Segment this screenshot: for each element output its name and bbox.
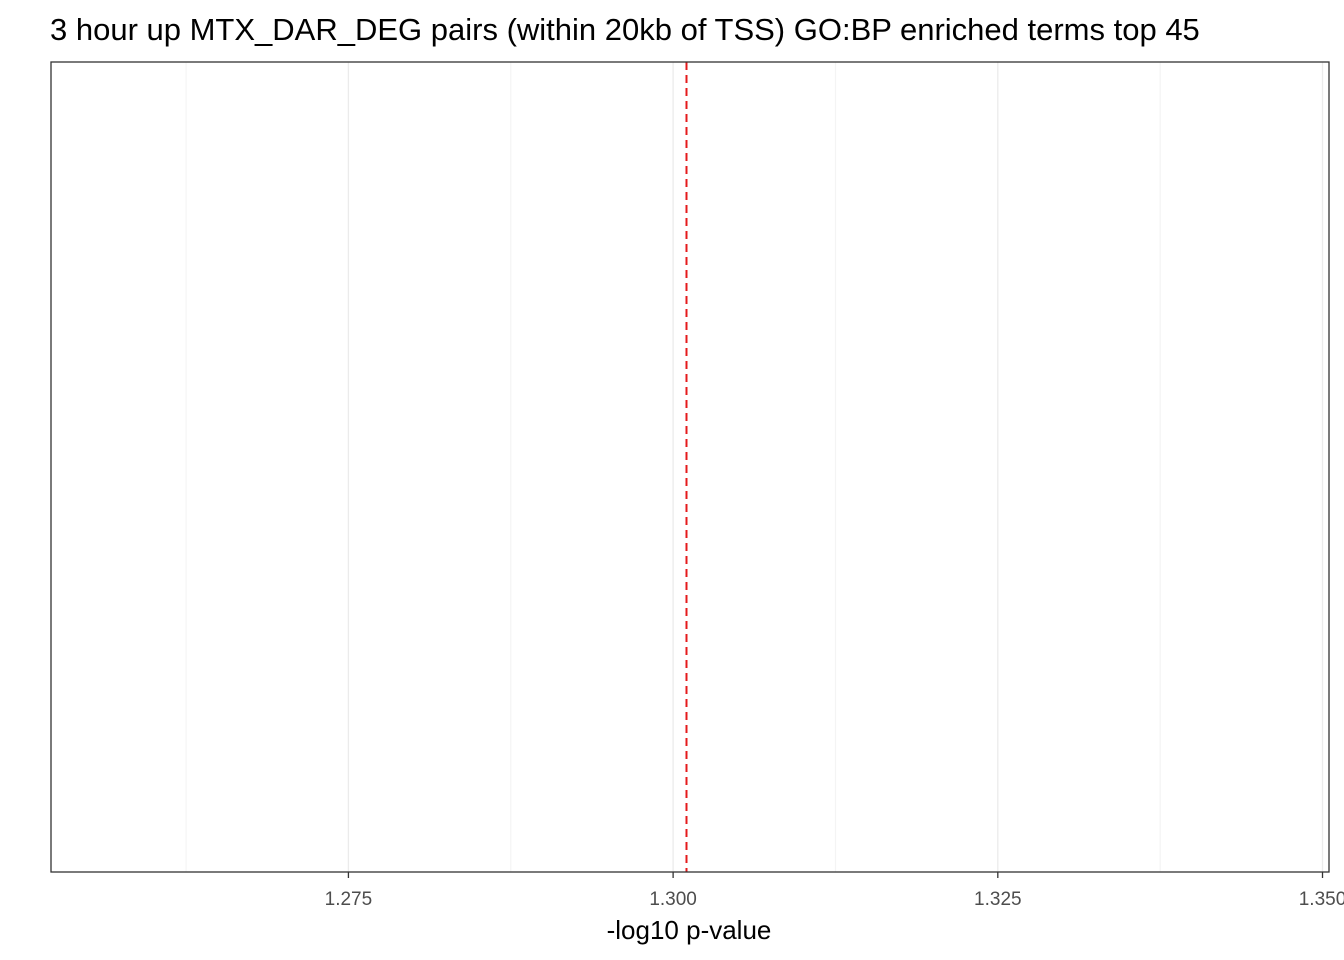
x-tick-label: 1.350 <box>1299 889 1344 910</box>
plot-panel-border <box>50 61 1330 873</box>
x-tick-label: 1.275 <box>325 889 373 910</box>
plot-background <box>51 62 1329 872</box>
gridlines <box>185 62 1324 872</box>
x-tick-label: 1.325 <box>974 889 1022 910</box>
x-axis: 1.275 1.300 1.325 1.350 <box>325 872 1344 910</box>
x-tick-label: 1.300 <box>649 889 697 910</box>
chart-title: 3 hour up MTX_DAR_DEG pairs (within 20kb… <box>50 12 1200 47</box>
x-axis-label: -log10 p-value <box>607 915 772 945</box>
